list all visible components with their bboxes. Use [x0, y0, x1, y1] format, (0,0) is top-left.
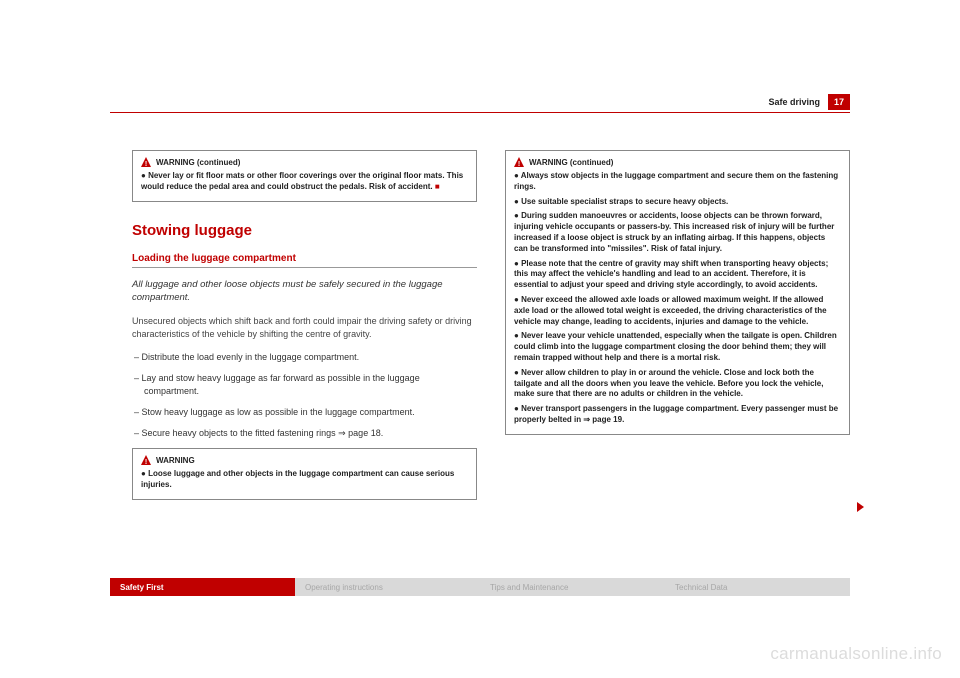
page-header: Safe driving 17: [110, 94, 850, 110]
content-columns: ! WARNING (continued) Never lay or fit f…: [132, 150, 850, 514]
warning-head: ! WARNING (continued): [141, 157, 468, 167]
warning-item: During sudden manoeuvres or accidents, l…: [514, 211, 841, 254]
stop-icon: ■: [435, 182, 440, 191]
warning-continued-box: ! WARNING (continued) Never lay or fit f…: [132, 150, 477, 202]
section-title: Stowing luggage: [132, 222, 477, 239]
list-item: Stow heavy luggage as low as possible in…: [132, 406, 477, 419]
subsection-heading: Loading the luggage compartment: [132, 253, 477, 268]
left-column: ! WARNING (continued) Never lay or fit f…: [132, 150, 477, 514]
warning-item: Use suitable specialist straps to secure…: [514, 197, 841, 208]
svg-text:!: !: [145, 459, 147, 465]
list-item: Distribute the load evenly in the luggag…: [132, 351, 477, 364]
warning-head: ! WARNING (continued): [514, 157, 841, 167]
warning-head-label: WARNING: [156, 456, 195, 465]
svg-text:!: !: [145, 161, 147, 167]
warning-icon: !: [141, 157, 151, 167]
manual-page: Safe driving 17 ! WARNING (continued) Ne…: [0, 0, 960, 678]
watermark: carmanualsonline.info: [770, 644, 942, 664]
section-name: Safe driving: [768, 97, 820, 107]
warning-head: ! WARNING: [141, 455, 468, 465]
list-item: Secure heavy objects to the fitted faste…: [132, 427, 477, 440]
warning-continued-box: ! WARNING (continued) Always stow object…: [505, 150, 850, 435]
continue-arrow-icon: [857, 502, 864, 512]
footer-tab-technical[interactable]: Technical Data: [665, 578, 850, 596]
page-number: 17: [828, 94, 850, 110]
warning-head-label: WARNING (continued): [156, 158, 240, 167]
warning-box: ! WARNING Loose luggage and other object…: [132, 448, 477, 500]
list-item: Lay and stow heavy luggage as far forwar…: [132, 372, 477, 398]
svg-text:!: !: [518, 161, 520, 167]
footer-tab-operating[interactable]: Operating instructions: [295, 578, 480, 596]
right-column: ! WARNING (continued) Always stow object…: [505, 150, 850, 514]
warning-icon: !: [514, 157, 524, 167]
warning-item: Never lay or fit floor mats or other flo…: [141, 171, 468, 193]
warning-item: Never leave your vehicle unattended, esp…: [514, 331, 841, 363]
warning-item: Always stow objects in the luggage compa…: [514, 171, 841, 193]
warning-item: Never allow children to play in or aroun…: [514, 368, 841, 400]
warning-item: Never transport passengers in the luggag…: [514, 404, 841, 426]
warning-head-label: WARNING (continued): [529, 158, 613, 167]
warning-item: Loose luggage and other objects in the l…: [141, 469, 468, 491]
header-rule: [110, 112, 850, 113]
body-paragraph: Unsecured objects which shift back and f…: [132, 315, 477, 341]
warning-icon: !: [141, 455, 151, 465]
warning-item: Never exceed the allowed axle loads or a…: [514, 295, 841, 327]
footer-tab-safety-first[interactable]: Safety First: [110, 578, 295, 596]
lead-paragraph: All luggage and other loose objects must…: [132, 278, 477, 306]
footer-tabs: Safety First Operating instructions Tips…: [110, 578, 850, 596]
footer-tab-tips[interactable]: Tips and Maintenance: [480, 578, 665, 596]
warning-item: Please note that the centre of gravity m…: [514, 259, 841, 291]
